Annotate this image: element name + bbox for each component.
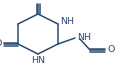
Text: NH: NH bbox=[60, 17, 74, 27]
Text: O: O bbox=[107, 45, 114, 55]
Text: HN: HN bbox=[31, 56, 45, 65]
Text: O: O bbox=[0, 39, 2, 49]
Text: NH: NH bbox=[77, 34, 91, 43]
Text: O: O bbox=[34, 0, 42, 2]
